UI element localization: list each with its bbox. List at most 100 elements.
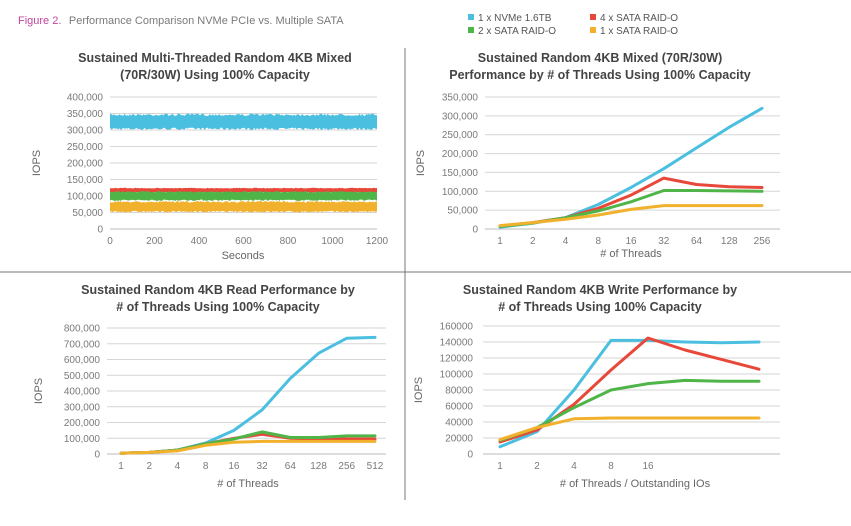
y-tick-label: 250,000: [67, 142, 104, 153]
x-tick-label: 600: [235, 236, 252, 247]
y-tick-label: 0: [94, 450, 100, 461]
x-tick-label: 32: [257, 461, 269, 472]
y-tick-label: 350,000: [442, 93, 479, 104]
legend-swatch: [590, 27, 596, 33]
x-tick-label: 4: [563, 236, 569, 247]
x-tick-label: 16: [625, 236, 637, 247]
chart-title: Performance by # of Threads Using 100% C…: [449, 68, 751, 82]
y-tick-label: 350,000: [67, 109, 104, 120]
x-tick-label: 200: [146, 236, 163, 247]
x-tick-label: 256: [754, 236, 771, 247]
y-tick-label: 500,000: [64, 371, 101, 382]
x-tick-label: 8: [595, 236, 601, 247]
y-axis-label: IOPS: [413, 377, 425, 403]
y-tick-label: 300,000: [64, 402, 101, 413]
x-tick-label: 128: [310, 461, 327, 472]
x-tick-label: 64: [691, 236, 703, 247]
y-tick-label: 200,000: [442, 149, 479, 160]
x-axis-label: # of Threads: [600, 248, 662, 260]
x-tick-label: 1: [497, 236, 503, 247]
legend-item: 1 x NVMe 1.6TB: [468, 13, 552, 24]
y-tick-label: 150,000: [67, 175, 104, 186]
y-tick-label: 100,000: [442, 187, 479, 198]
series-band: [110, 113, 377, 130]
y-tick-label: 600,000: [64, 355, 101, 366]
y-tick-label: 400,000: [67, 93, 104, 104]
x-tick-label: 2: [530, 236, 536, 247]
series-line: [119, 439, 377, 455]
legend-swatch: [468, 27, 474, 33]
y-tick-label: 40000: [445, 418, 473, 429]
legend-label: 4 x SATA RAID-O: [600, 13, 678, 24]
x-tick-label: 2: [146, 461, 152, 472]
y-tick-label: 0: [467, 450, 473, 461]
y-axis-label: IOPS: [415, 150, 427, 176]
y-tick-label: 0: [97, 225, 103, 236]
legend-label: 1 x NVMe 1.6TB: [478, 13, 552, 24]
y-tick-label: 0: [472, 225, 478, 236]
y-tick-label: 100000: [440, 370, 474, 381]
y-tick-label: 140000: [440, 338, 474, 349]
chart-2: Sustained Random 4KB Mixed (70R/30W) Perf…: [415, 51, 780, 260]
x-tick-label: 4: [175, 461, 181, 472]
y-tick-label: 20000: [445, 434, 473, 445]
chart-title: (70R/30W) Using 100% Capacity: [120, 68, 310, 82]
series-line: [498, 204, 764, 228]
figure-caption-text: Performance Comparison NVMe PCIe vs. Mul…: [69, 15, 344, 27]
legend-label: 1 x SATA RAID-O: [600, 26, 678, 37]
series-line: [498, 416, 761, 442]
x-tick-label: 2: [534, 461, 540, 472]
y-tick-label: 700,000: [64, 339, 101, 350]
y-tick-label: 100,000: [67, 192, 104, 203]
legend-label: 2 x SATA RAID-O: [478, 26, 556, 37]
x-tick-label: 1200: [366, 236, 389, 247]
y-tick-label: 300,000: [67, 126, 104, 137]
chart-title: Sustained Random 4KB Write Performance b…: [463, 283, 737, 297]
y-tick-label: 200,000: [67, 159, 104, 170]
figure-label: Figure 2.: [18, 15, 61, 27]
legend-swatch: [468, 14, 474, 20]
x-axis-label: # of Threads: [217, 478, 279, 490]
x-tick-label: 1000: [321, 236, 344, 247]
chart-4: Sustained Random 4KB Write Performance b…: [413, 283, 780, 490]
x-axis-label: Seconds: [222, 250, 265, 262]
x-tick-label: 800: [280, 236, 297, 247]
series-line: [498, 378, 761, 442]
y-tick-label: 400,000: [64, 387, 101, 398]
chart-title: # of Threads Using 100% Capacity: [498, 300, 702, 314]
y-tick-label: 80000: [445, 386, 473, 397]
y-tick-label: 50,000: [72, 208, 103, 219]
chart-title: Sustained Multi-Threaded Random 4KB Mixe…: [78, 51, 352, 65]
y-tick-label: 800,000: [64, 324, 101, 335]
legend-item: 4 x SATA RAID-O: [590, 13, 678, 24]
figure-caption: Figure 2. Performance Comparison NVMe PC…: [18, 11, 344, 28]
x-tick-label: 8: [203, 461, 209, 472]
y-tick-label: 50,000: [447, 206, 478, 217]
x-tick-label: 256: [338, 461, 355, 472]
y-tick-label: 60000: [445, 402, 473, 413]
y-axis-label: IOPS: [31, 150, 43, 176]
x-tick-label: 400: [191, 236, 208, 247]
chart-title: Sustained Random 4KB Mixed (70R/30W): [478, 51, 723, 65]
x-tick-label: 8: [608, 461, 614, 472]
x-tick-label: 0: [107, 236, 113, 247]
x-tick-label: 128: [721, 236, 738, 247]
x-tick-label: 16: [228, 461, 240, 472]
chart-3: Sustained Random 4KB Read Performance by…: [33, 283, 386, 490]
legend-item: 1 x SATA RAID-O: [590, 26, 678, 37]
x-tick-label: 4: [571, 461, 577, 472]
y-tick-label: 200,000: [64, 418, 101, 429]
legend-swatch: [590, 14, 596, 20]
x-tick-label: 32: [658, 236, 670, 247]
series-band: [110, 201, 377, 213]
x-tick-label: 512: [367, 461, 384, 472]
chart-title: # of Threads Using 100% Capacity: [116, 300, 320, 314]
x-tick-label: 16: [642, 461, 654, 472]
y-tick-label: 160000: [440, 322, 474, 333]
y-axis-label: IOPS: [33, 378, 45, 404]
series-line: [498, 338, 761, 449]
x-tick-label: 1: [118, 461, 124, 472]
y-tick-label: 150,000: [442, 168, 479, 179]
chart-title: Sustained Random 4KB Read Performance by: [81, 283, 355, 297]
